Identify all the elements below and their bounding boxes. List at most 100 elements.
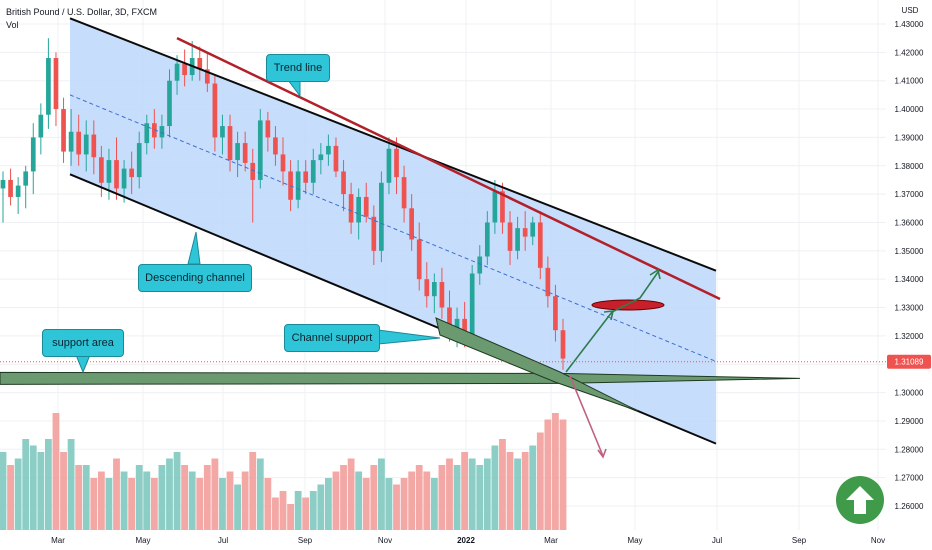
volume-bar (272, 497, 279, 530)
candle-body (0, 179, 6, 189)
target-ellipse[interactable] (591, 299, 665, 311)
time-tick-label: May (627, 536, 642, 545)
volume-bar (370, 465, 378, 530)
currency-label: USD (902, 6, 919, 15)
candle-body (386, 148, 392, 183)
volume-bar (415, 465, 423, 530)
channel-support-wedge[interactable] (435, 317, 639, 412)
channel-support-callout[interactable]: Channel support (284, 324, 380, 352)
volume-bar (135, 465, 143, 530)
descending-channel-callout[interactable]: Descending channel (138, 264, 252, 292)
volume-bar (325, 478, 332, 530)
volume-bar (241, 471, 249, 530)
candle-body (409, 208, 414, 240)
candle-body (53, 58, 59, 110)
support-area-callout[interactable]: support area (42, 329, 124, 357)
price-tick-label: 1.28000 (895, 445, 924, 454)
volume-bar (461, 452, 469, 530)
price-tick-label: 1.43000 (895, 20, 924, 29)
candle-body (333, 145, 339, 172)
volume-bar (226, 471, 234, 530)
projection-arrowhead (649, 268, 661, 280)
candle-body (144, 123, 150, 144)
volume-bar (446, 458, 453, 530)
candle-body (197, 58, 203, 70)
candle-body (8, 179, 13, 197)
candle-body (507, 222, 513, 251)
callout-tail (187, 231, 201, 265)
volume-bar (211, 458, 219, 530)
price-axis: USD 1.43000 1.42000 1.41000 1.40000 1.39000 1.… (886, 0, 932, 550)
volume-bar (294, 491, 302, 530)
candle-body (462, 318, 467, 336)
time-tick-label: Mar (51, 536, 65, 545)
volume-bar (219, 478, 226, 530)
candle-body (227, 126, 233, 161)
candle-body (432, 282, 437, 297)
volume-bar (143, 471, 151, 530)
projection-arrow-up-2 (611, 271, 659, 313)
candle-body (273, 137, 278, 155)
volume-bar (120, 471, 128, 530)
volume-bar (90, 478, 98, 530)
candle-body (356, 196, 362, 223)
volume-bar (347, 458, 355, 530)
volume-bar (506, 452, 514, 530)
volume-bar (491, 445, 499, 530)
candle-body (447, 307, 452, 331)
channel-upper-line[interactable] (69, 17, 717, 272)
volume-bar (196, 478, 204, 530)
candle-body (394, 148, 399, 178)
volume-bar (355, 471, 363, 530)
chart-header: British Pound / U.S. Dollar, 3D, FXCM Vo… (6, 6, 157, 32)
volume-label: Vol (6, 20, 19, 30)
price-tick-label: 1.35000 (895, 247, 924, 256)
candle-body (235, 143, 240, 161)
volume-bar (408, 471, 416, 530)
last-price-label: 1.31089 (895, 358, 924, 367)
channel-fill (70, 18, 716, 444)
volume-bar (514, 458, 521, 530)
candle-body (61, 109, 66, 152)
candle-body (530, 222, 536, 237)
candle-body (454, 318, 460, 331)
volume-bar (188, 471, 196, 530)
volume-bar (423, 471, 431, 530)
time-tick-label: May (135, 536, 150, 545)
symbol-title: British Pound / U.S. Dollar, 3D, FXCM (6, 7, 158, 17)
price-tick-label: 1.36000 (895, 218, 924, 227)
volume-bar (29, 445, 37, 530)
volume-bar (52, 413, 60, 530)
volume-bar (22, 439, 30, 530)
callout-tail (377, 329, 441, 345)
volume-bar (279, 491, 287, 530)
volume-bar (340, 465, 347, 530)
candle-body (560, 330, 566, 359)
candle-body (477, 256, 483, 274)
candle-body (129, 168, 134, 178)
candle-body (182, 63, 187, 76)
last-price-badge (887, 354, 931, 369)
candle-body (522, 228, 528, 237)
volume-bar (37, 452, 45, 530)
callout-tails (75, 79, 441, 374)
trend-line-callout[interactable]: Trend line (266, 54, 330, 82)
candle-body (114, 160, 119, 189)
time-tick-label: Jul (712, 536, 722, 545)
price-tick-label: 1.26000 (895, 502, 924, 511)
support-area-band[interactable] (0, 371, 801, 385)
time-axis: Mar May Jul Sep Nov 2022 Mar May Jul Sep Nov (0, 530, 886, 550)
volume-bar (438, 465, 446, 530)
price-tick-label: 1.33000 (895, 304, 924, 313)
volume-bar (128, 478, 136, 530)
volume-bar (476, 465, 484, 530)
candle-body (121, 168, 127, 189)
time-tick-label: Nov (378, 536, 392, 545)
price-axis-bg (886, 0, 932, 550)
volume-bar (249, 452, 257, 530)
price-tick-label: 1.38000 (895, 162, 924, 171)
volume-bar (287, 504, 294, 530)
candle-body (500, 191, 505, 223)
candle-body (401, 177, 407, 209)
